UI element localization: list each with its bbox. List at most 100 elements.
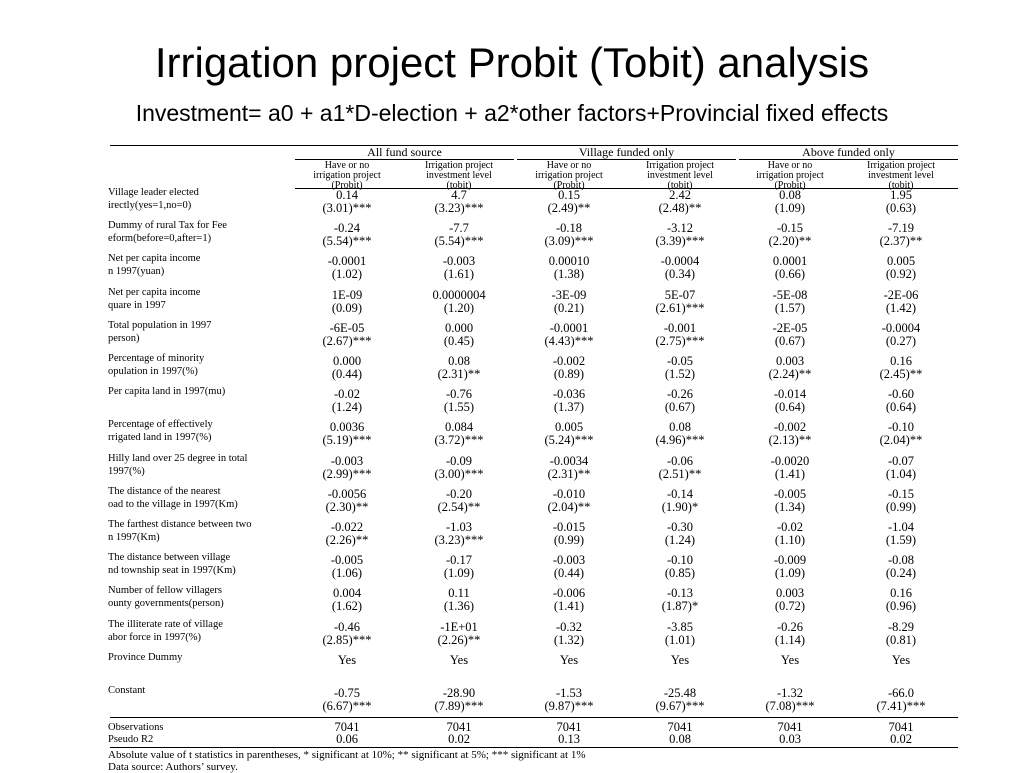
t-stat-cell: (1.24) (664, 533, 696, 547)
t-stat-cell: (1.42) (885, 300, 917, 315)
coefficient-cell: -3.12 (666, 221, 694, 236)
t-stat-cell: (7.08)*** (765, 699, 815, 713)
coefficient-cell: Yes (891, 652, 911, 667)
t-stat-cell: (2.30)** (325, 499, 369, 514)
coefficient-cell: -0.05 (666, 354, 694, 368)
t-stat-cell: (1.57) (774, 300, 806, 315)
coefficient-cell: -0.010 (552, 486, 586, 501)
coefficient-cell: -0.13 (666, 586, 694, 601)
coefficient-cell: Yes (559, 652, 579, 667)
coefficient-cell: -0.76 (445, 387, 473, 402)
t-stat-cell: (0.66) (774, 267, 806, 282)
row-label: ounty governments(person) (108, 598, 224, 610)
t-stat-cell: (1.04) (885, 466, 917, 481)
t-stat-cell: (1.06) (331, 566, 363, 581)
t-stat-cell: (4.43)*** (544, 333, 594, 348)
coefficient-cell: -0.002 (773, 420, 807, 435)
row-label: Province Dummy (108, 651, 183, 663)
coefficient-cell: 0.000 (332, 354, 362, 368)
t-stat-cell: (3.23)*** (434, 201, 484, 215)
coefficient-cell: 1.95 (890, 188, 912, 202)
coefficient-cell: -1.53 (555, 686, 583, 700)
t-stat-cell: (2.49)** (547, 201, 591, 215)
observations-cell: 7041 (446, 720, 472, 735)
coefficient-cell: 0.08 (779, 188, 801, 202)
coefficient-cell: -0.17 (445, 553, 473, 568)
coefficient-cell: 0.00010 (548, 254, 590, 269)
row-label: Net per capita income (108, 253, 201, 265)
coefficient-cell: -0.06 (666, 453, 694, 468)
t-stat-cell: (0.96) (885, 599, 917, 614)
coefficient-cell: -8.29 (887, 619, 915, 634)
t-stat-cell: (2.24)** (768, 367, 812, 381)
t-stat-cell: (2.48)** (658, 201, 702, 215)
t-stat-cell: (2.61)*** (655, 300, 705, 315)
t-stat-cell: (1.10) (774, 533, 806, 547)
coefficient-cell: -0.003 (442, 254, 476, 269)
t-stat-cell: (0.44) (553, 566, 585, 581)
t-stat-cell: (1.52) (664, 367, 696, 381)
t-stat-cell: (2.45)** (879, 367, 923, 381)
pseudo-r2-cell: 0.06 (336, 732, 358, 747)
coefficient-cell: -0.30 (666, 520, 694, 534)
t-stat-cell: (0.63) (885, 201, 917, 215)
coefficient-cell: -0.0034 (549, 453, 589, 468)
coefficient-cell: -28.90 (442, 686, 476, 700)
table-top-rule (110, 145, 958, 146)
column-subheader: (Probit) (553, 180, 585, 191)
column-subheader: investment level (647, 170, 713, 181)
coefficient-cell: -0.14 (666, 486, 694, 501)
t-stat-cell: (1.59) (885, 533, 917, 547)
t-stat-cell: (0.92) (885, 267, 917, 282)
coefficient-cell: -0.0004 (881, 320, 921, 335)
t-stat-cell: (2.75)*** (655, 333, 705, 348)
t-stat-cell: (1.55) (443, 400, 475, 415)
t-stat-cell: (2.37)** (879, 234, 923, 249)
coefficient-cell: 0.0036 (329, 420, 365, 435)
coefficient-cell: -0.10 (887, 420, 915, 435)
observations-cell: 7041 (556, 720, 582, 735)
coefficient-cell: -0.0056 (327, 486, 367, 501)
coefficient-cell: 0.11 (448, 586, 470, 601)
t-stat-cell: (2.04)** (879, 433, 923, 448)
t-stat-cell: (1.02) (331, 267, 363, 282)
t-stat-cell: (1.09) (443, 566, 475, 581)
table-bottom-rule (110, 747, 958, 749)
coefficient-cell: -3.85 (666, 619, 694, 634)
column-subheader: Have or no (324, 160, 370, 171)
coefficient-cell: 0.005 (554, 420, 584, 435)
t-stat-cell: (2.20)** (768, 234, 812, 249)
coefficient-cell: -0.02 (333, 387, 361, 402)
observations-cell: 7041 (667, 720, 693, 735)
t-stat-cell: (5.54)*** (434, 234, 484, 249)
t-stat-cell: (7.89)*** (434, 699, 484, 713)
row-label: Total population in 1997 (108, 319, 212, 331)
coefficient-cell: -2E-06 (883, 287, 919, 302)
row-label: nd township seat in 1997(Km) (108, 565, 236, 577)
t-stat-cell: (7.41)*** (876, 699, 926, 713)
t-stat-cell: (2.85)*** (322, 632, 372, 647)
column-subheader: investment level (426, 170, 492, 181)
coefficient-cell: 0.000 (444, 320, 474, 335)
row-label: Constant (108, 685, 146, 696)
pseudo-r2-cell: 0.13 (558, 732, 580, 747)
t-stat-cell: (3.01)*** (322, 201, 372, 215)
coefficient-cell: -0.24 (333, 221, 361, 236)
coefficient-cell: -0.26 (776, 619, 804, 634)
t-stat-cell: (2.54)** (437, 499, 481, 514)
row-label: Village leader elected (108, 187, 199, 198)
t-stat-cell: (2.31)** (437, 367, 481, 381)
pseudo-r2-label: Pseudo R2 (108, 734, 154, 746)
t-stat-cell: (3.00)*** (434, 466, 484, 481)
pseudo-r2-cell: 0.03 (779, 732, 801, 747)
coefficient-cell: -7.19 (887, 221, 915, 236)
t-stat-cell: (2.51)** (658, 466, 702, 481)
coefficient-cell: -0.32 (555, 619, 583, 634)
coefficient-cell: -0.0001 (549, 320, 589, 335)
coefficient-cell: 0.15 (558, 188, 580, 202)
coefficient-cell: -0.003 (552, 553, 586, 568)
t-stat-cell: (3.72)*** (434, 433, 484, 448)
column-subheader: (Probit) (331, 180, 363, 191)
column-group-header: All fund source (367, 145, 442, 159)
t-stat-cell: (5.54)*** (322, 234, 372, 249)
